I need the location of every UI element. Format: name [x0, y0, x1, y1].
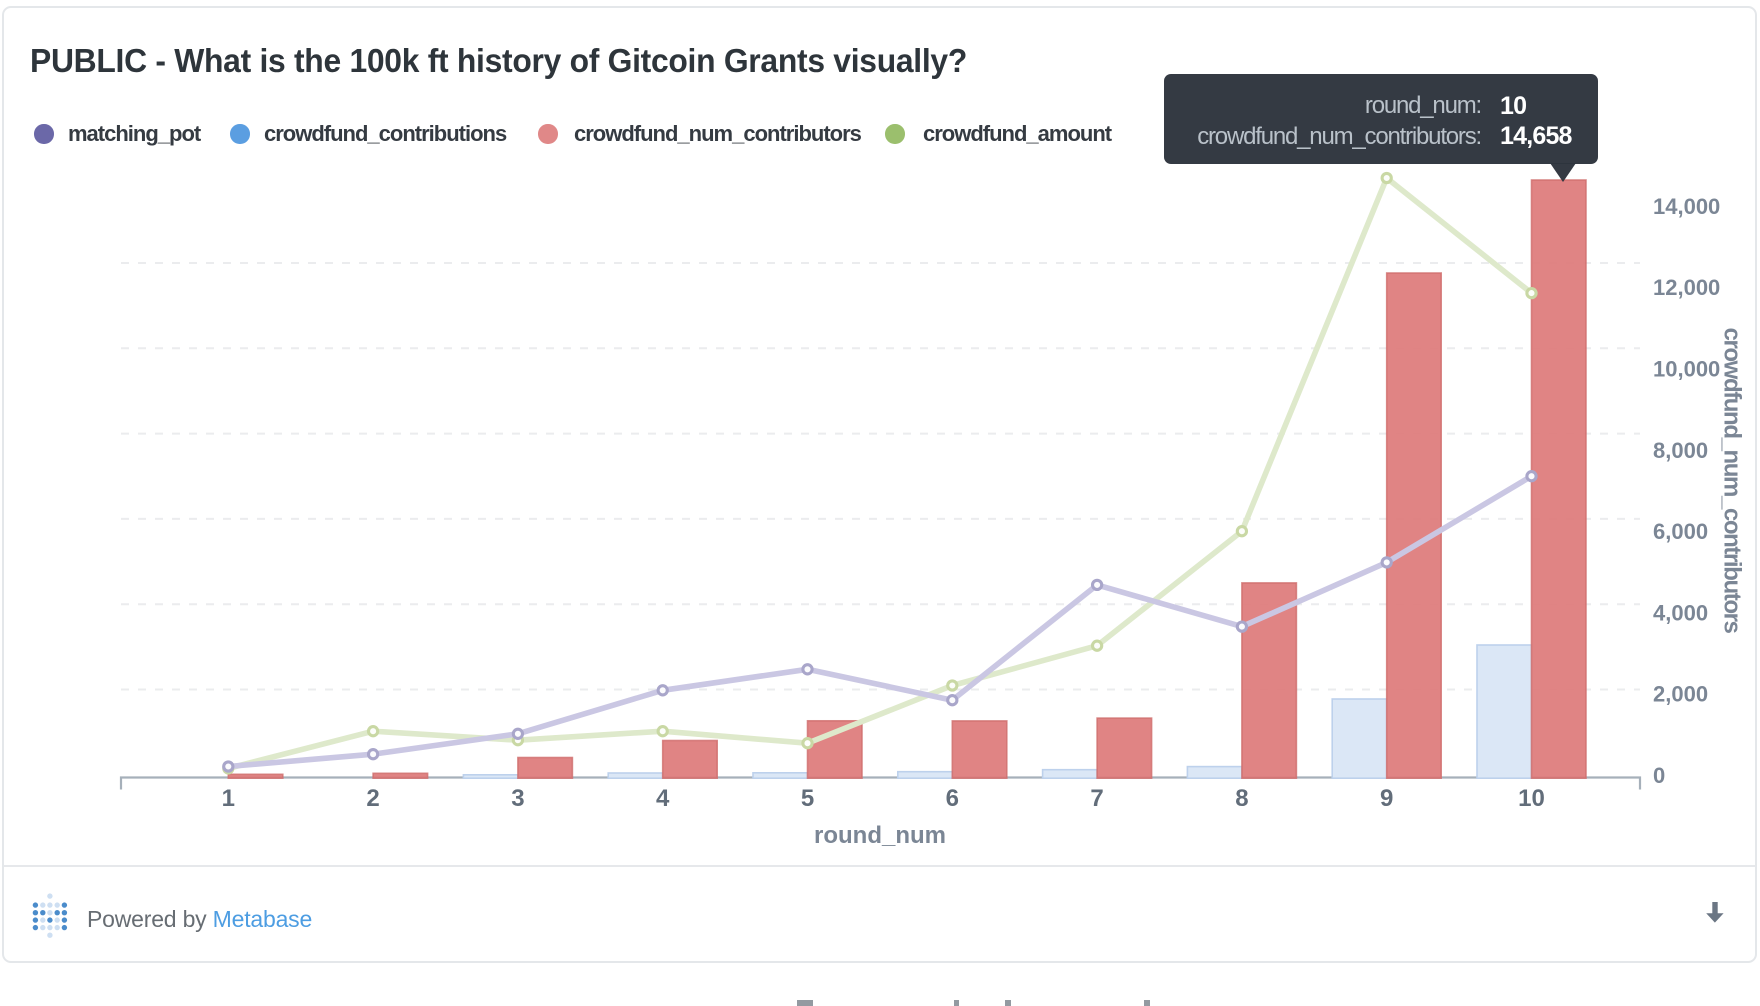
svg-text:5: 5	[801, 785, 814, 812]
svg-text:8,000: 8,000	[1653, 438, 1708, 463]
svg-text:9: 9	[1380, 785, 1393, 812]
svg-text:14,000: 14,000	[1653, 194, 1720, 219]
svg-text:2,000: 2,000	[1653, 682, 1708, 707]
svg-text:8: 8	[1235, 785, 1248, 812]
svg-text:3: 3	[511, 785, 524, 812]
svg-text:6,000: 6,000	[1653, 519, 1708, 544]
svg-text:round_num: round_num	[814, 822, 946, 849]
svg-text:10: 10	[1518, 785, 1545, 812]
svg-text:4,000: 4,000	[1653, 600, 1708, 625]
svg-text:4: 4	[656, 785, 670, 812]
svg-text:10,000: 10,000	[1653, 357, 1720, 382]
svg-text:0: 0	[1653, 763, 1665, 788]
svg-text:2: 2	[366, 785, 379, 812]
svg-text:1: 1	[222, 785, 235, 812]
svg-text:7: 7	[1090, 785, 1103, 812]
svg-text:crowdfund_num_contributors: crowdfund_num_contributors	[1719, 328, 1746, 634]
svg-text:6: 6	[946, 785, 959, 812]
svg-text:12,000: 12,000	[1653, 275, 1720, 300]
